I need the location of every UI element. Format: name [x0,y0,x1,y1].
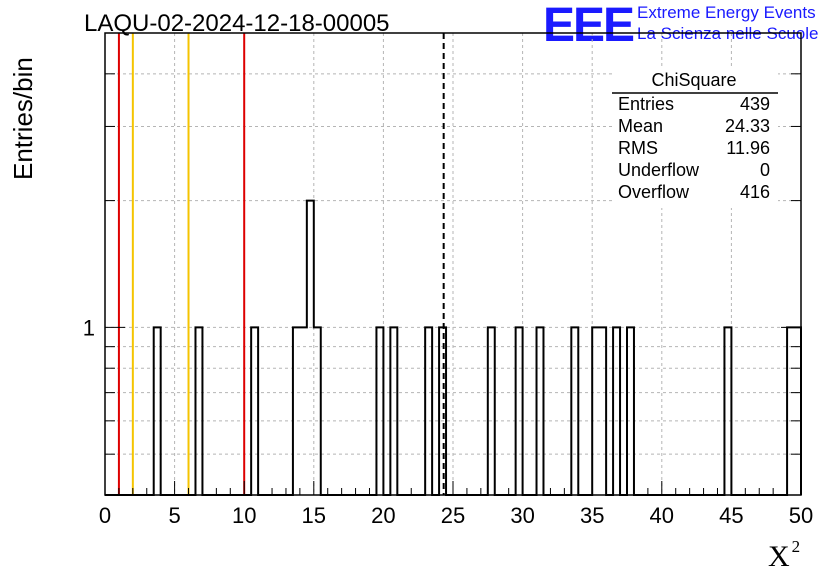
x-tick-label: 15 [302,503,326,528]
eee-logo: EEE [543,0,635,52]
histogram-bin [154,327,161,495]
stats-row-value: 0 [760,160,770,180]
histogram-bin [516,327,523,495]
histogram-bin [488,327,495,495]
x-tick-label: 10 [232,503,256,528]
stats-row-label: Underflow [618,160,700,180]
x-axis-label-superscript: 2 [791,537,801,556]
stats-row-label: Mean [618,116,663,136]
histogram-bin [439,327,446,495]
x-tick-label: 50 [789,503,813,528]
histogram-bin [794,327,801,495]
histogram-bin [376,327,383,495]
histogram-bin [627,327,634,495]
x-tick-label: 40 [650,503,674,528]
histogram-bin [390,327,397,495]
stats-row-value: 439 [740,94,770,114]
histogram-bin [537,327,544,495]
x-tick-label: 35 [580,503,604,528]
stats-row-label: Overflow [618,182,690,202]
stats-row-value: 24.33 [725,116,770,136]
histogram-bin [787,327,794,495]
x-tick-label: 25 [441,503,465,528]
stats-row-label: Entries [618,94,674,114]
histogram-bin [571,327,578,495]
stats-box [612,68,778,208]
stats-row-value: 11.96 [726,138,770,158]
histogram-bin [300,327,307,495]
histogram-bin [613,327,620,495]
histogram-bin [599,327,606,495]
histogram-bin [425,327,432,495]
histogram-bin [592,327,599,495]
histogram-bin [724,327,731,495]
x-axis-label-base: X [768,540,790,573]
stats-box-title: ChiSquare [651,70,736,90]
x-tick-label: 5 [168,503,180,528]
histogram-bin [251,327,258,495]
stats-row-label: RMS [618,138,658,158]
histogram-bin [293,327,300,495]
histogram-bin [307,201,314,495]
histogram-bin [314,327,321,495]
x-tick-label: 30 [510,503,534,528]
x-tick-label: 20 [371,503,395,528]
x-tick-label: 45 [719,503,743,528]
histogram-bin [195,327,202,495]
y-tick-label: 1 [83,315,95,340]
x-tick-label: 0 [99,503,111,528]
logo-subtitle-line1: Extreme Energy Events [637,3,816,22]
stats-row-value: 416 [740,182,770,202]
